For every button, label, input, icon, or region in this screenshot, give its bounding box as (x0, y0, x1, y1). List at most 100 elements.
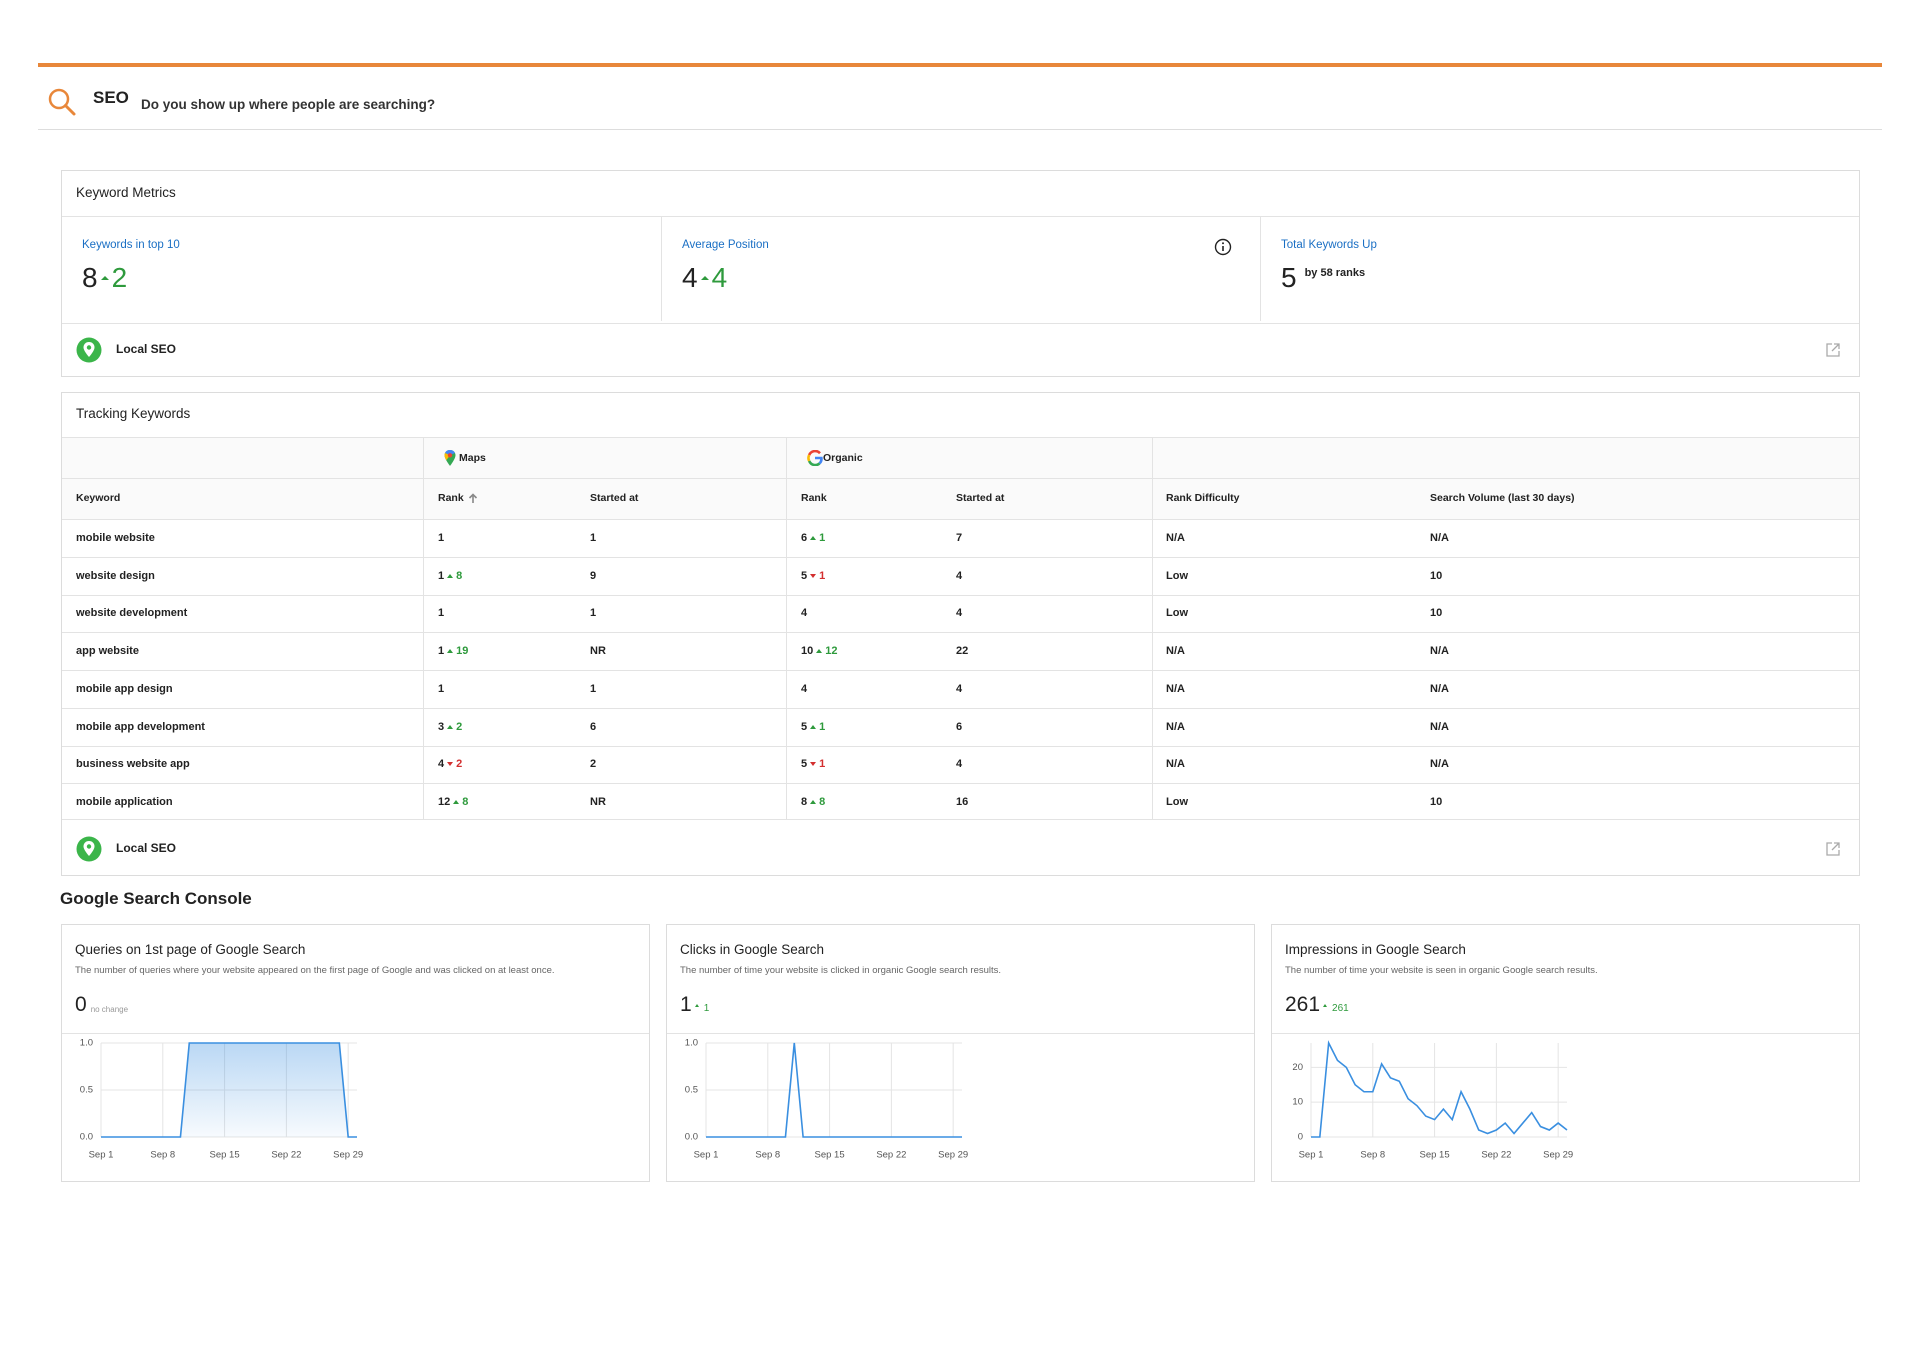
card-title: Clicks in Google Search (680, 942, 825, 957)
cell-value: mobile app design (76, 682, 173, 695)
column-divider (423, 438, 424, 819)
column-header: Started at (590, 478, 638, 519)
table-cell: NR (590, 632, 606, 670)
group-header: Organic (823, 452, 863, 464)
y-tick-label: 0.0 (80, 1132, 93, 1143)
cell-value: 9 (590, 569, 597, 582)
card-value: 261 (1285, 993, 1321, 1016)
x-tick-label: Sep 8 (150, 1150, 175, 1161)
card-description: The number of time your website is click… (680, 965, 1002, 976)
table-cell: N/A (1166, 746, 1185, 784)
cell-change: 2 (456, 720, 463, 733)
cell-value: Low (1166, 607, 1188, 620)
trend-arrow (447, 762, 454, 767)
icon (807, 460, 821, 466)
cell-value: 1 (438, 645, 445, 658)
column-header: Search Volume (last 30 days) (1430, 478, 1575, 519)
cell-value: N/A (1430, 645, 1449, 658)
y-tick-label: 10 (1292, 1097, 1303, 1108)
cell-value: Low (1166, 569, 1188, 582)
metric-cell: Total Keywords Up 5 by 58 ranks (1260, 217, 1859, 321)
column-header: Rank Difficulty (1166, 478, 1240, 519)
trend-arrow (810, 573, 817, 578)
metric-cell: Keywords in top 10 8 2 (62, 217, 661, 321)
cell-value: 1 (438, 531, 445, 544)
row-line (62, 707, 1859, 709)
console-card: Impressions in Google Search The number o… (1271, 924, 1860, 1182)
column-divider (786, 438, 787, 819)
footer-label: Local SEO (116, 841, 177, 855)
row-line (62, 519, 1859, 520)
column-header: Rank (801, 478, 827, 519)
external-link[interactable] (1825, 841, 1841, 857)
icon (468, 493, 477, 503)
card-change: 1 (703, 1003, 710, 1014)
column-divider (1152, 438, 1153, 819)
row-line (62, 783, 1859, 785)
x-tick-label: Sep 29 (333, 1150, 363, 1161)
table-cell: 1 (438, 519, 444, 557)
table-cell: mobile app design (76, 670, 173, 708)
metric-label: Keywords in top 10 (82, 239, 180, 251)
icon (1214, 238, 1232, 256)
y-tick-label: 20 (1292, 1062, 1303, 1073)
trend-arrow (810, 800, 817, 805)
trend-arrow (810, 535, 817, 540)
cell-value: business website app (76, 758, 190, 771)
column-header-text: Started at (956, 492, 1005, 504)
card-title: Keyword Metrics (76, 185, 176, 200)
external-link[interactable] (1825, 342, 1841, 358)
section-title: SEO (93, 88, 129, 107)
x-tick-label: Sep 1 (1299, 1150, 1324, 1161)
card-description: The number of time your website is seen … (1285, 965, 1598, 976)
cell-value: 4 (801, 607, 808, 620)
cell-value: 6 (801, 531, 808, 544)
cell-value: 12 (438, 796, 451, 809)
table-cell: 1 (590, 595, 596, 633)
row-line (62, 745, 1859, 747)
cell-value: 1 (438, 607, 445, 620)
cell-value: 1 (590, 531, 597, 544)
table-cell: 6 (590, 708, 596, 746)
x-tick-label: Sep 22 (271, 1150, 301, 1161)
table-cell: 10 (1430, 557, 1442, 595)
trend-arrow (447, 649, 454, 654)
x-tick-label: Sep 8 (755, 1150, 780, 1161)
table-cell: 10 12 (801, 632, 838, 670)
table-cell: business website app (76, 746, 190, 784)
icon (815, 456, 823, 465)
chart: 0.0 0.5 1.0 Sep 1 Sep 8 Sep 15 Sep 22 Sep 29 (80, 1038, 363, 1161)
table-cell: 1 (438, 595, 444, 633)
cell-value: 4 (956, 607, 963, 620)
cell-value: 5 (801, 569, 808, 582)
cell-value: NR (590, 645, 606, 658)
trend-arrow (100, 276, 109, 280)
table-cell: website development (76, 595, 187, 633)
table-cell: Low (1166, 783, 1188, 821)
column-header: Started at (956, 478, 1004, 519)
card-divider (1272, 1033, 1859, 1034)
metric-value: 4 (682, 262, 698, 293)
trend-arrow (447, 724, 454, 729)
table-cell: mobile website (76, 519, 155, 557)
trend-arrow (694, 1003, 699, 1007)
cell-value: 4 (438, 758, 445, 771)
column-header: Keyword (76, 478, 120, 519)
cell-change: 1 (819, 569, 826, 582)
icon-dot (86, 844, 92, 849)
divider (38, 129, 1882, 130)
metric-value: 5 (1281, 262, 1297, 293)
cell-value: N/A (1166, 645, 1185, 658)
sort-icon[interactable] (468, 493, 478, 504)
table-cell: 1 19 (438, 632, 468, 670)
cell-value: 1 (438, 682, 445, 695)
trend-arrow (1323, 1003, 1328, 1007)
keywords-table: Maps Organic Keyword Rank Started at Rank Star… (62, 437, 1859, 820)
trend-arrow (700, 276, 709, 280)
